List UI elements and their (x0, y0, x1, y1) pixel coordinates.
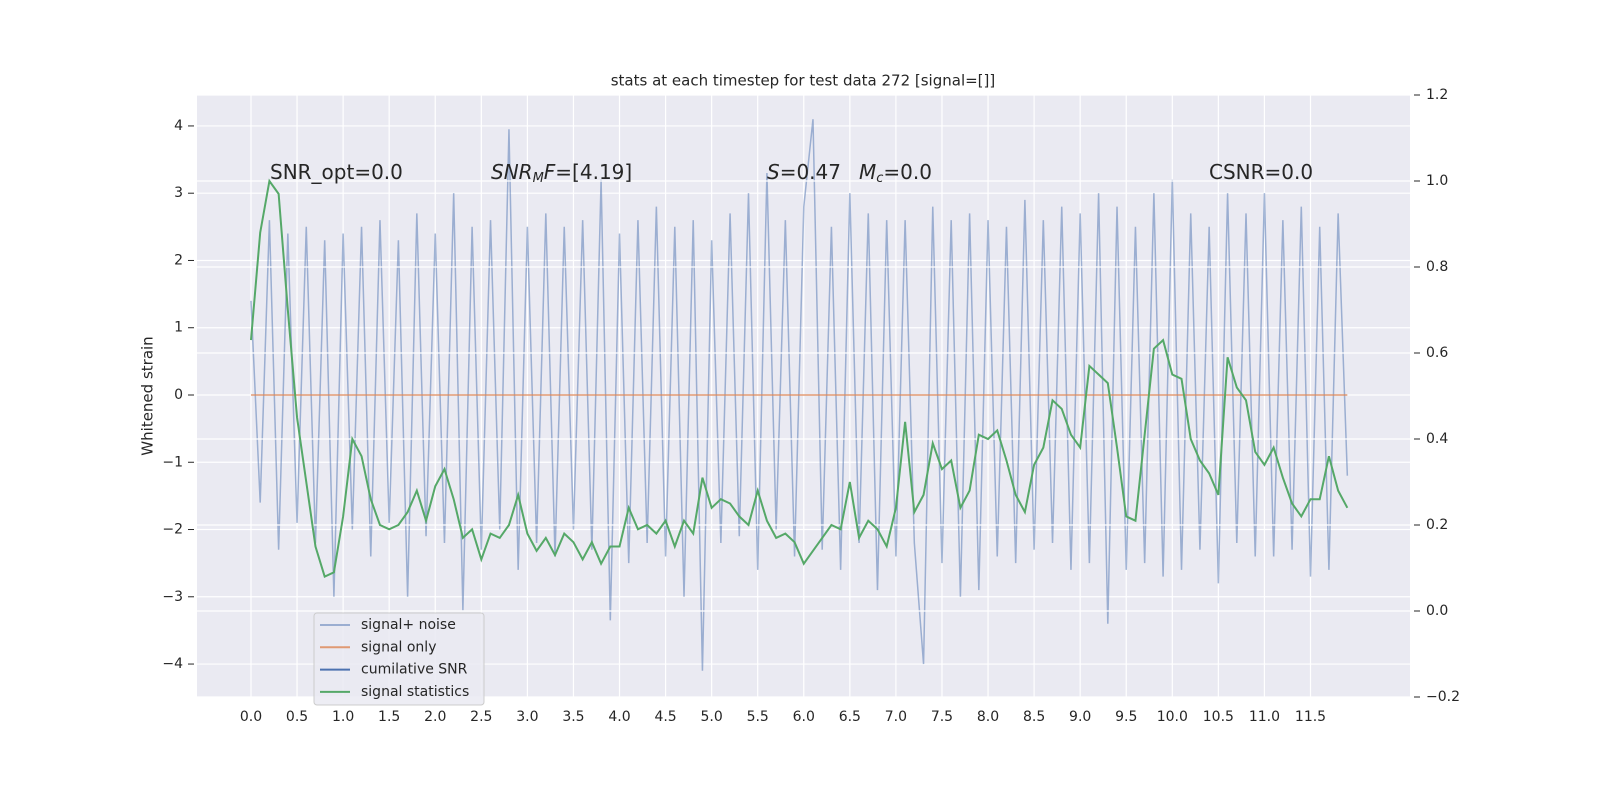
y2-tick-label: 1.2 (1426, 87, 1448, 103)
series-line (250, 119, 1349, 671)
y-tick-label: −2 (162, 522, 183, 538)
annotation-part: CSNR=0.0 (1209, 160, 1313, 184)
y2-tick-label: 0.4 (1426, 431, 1448, 447)
x-tick-label: 7.0 (885, 709, 907, 725)
chart-title: stats at each timestep for test data 272… (611, 72, 996, 90)
x-tick-label: 8.5 (1023, 709, 1045, 725)
x-tick-label: 6.0 (793, 709, 815, 725)
x-tick-label: 8.0 (977, 709, 999, 725)
x-tick-label: 4.0 (608, 709, 630, 725)
x-tick-label: 0.0 (240, 709, 262, 725)
x-tick-label: 4.5 (654, 709, 676, 725)
legend-label: signal+ noise (361, 617, 456, 633)
legend-label: cumilative SNR (361, 662, 468, 678)
y-tick-label: 2 (174, 252, 183, 268)
annotation-part: F (544, 160, 556, 184)
y-tick-label: 3 (174, 185, 183, 201)
legend-box (313, 612, 485, 706)
y2-tick-label: 1.0 (1426, 173, 1448, 189)
y-tick-label: −1 (162, 454, 183, 470)
annotation-part: M (533, 171, 544, 186)
y-axis-label: Whitened strain (139, 336, 157, 455)
x-tick-label: 7.5 (931, 709, 953, 725)
annotation: SNRMF=[4.19] (491, 160, 632, 186)
marks (197, 94, 1410, 698)
annotation-part: SNR_opt=0.0 (270, 160, 403, 184)
y-tick-label: 1 (174, 320, 183, 336)
legend-label: signal only (361, 639, 436, 655)
y2-tick-label: 0.8 (1426, 259, 1448, 275)
x-tick-label: 5.0 (701, 709, 723, 725)
annotation-part: =[4.19] (555, 160, 632, 184)
x-tick-label: 1.5 (378, 709, 400, 725)
x-tick-label: 10.5 (1203, 709, 1234, 725)
x-tick-label: 0.5 (286, 709, 308, 725)
annotation: Mc=0.0 (859, 160, 932, 186)
y-tick-label: −4 (162, 656, 183, 672)
annotation-part: S (767, 160, 780, 184)
y-tick-label: −3 (162, 589, 183, 605)
x-tick-label: 3.5 (562, 709, 584, 725)
x-tick-label: 2.5 (470, 709, 492, 725)
y-tick-label: 4 (174, 118, 183, 134)
x-tick-label: 1.0 (332, 709, 354, 725)
annotation-part: =0.47 (780, 160, 841, 184)
x-tick-label: 3.0 (516, 709, 538, 725)
annotation: SNR_opt=0.0 (270, 160, 403, 184)
y-tick-label: 0 (174, 387, 183, 403)
annotation: CSNR=0.0 (1209, 160, 1313, 184)
x-tick-label: 6.5 (839, 709, 861, 725)
series-line (249, 178, 1349, 578)
legend-label: signal statistics (361, 684, 469, 700)
y2-tick-label: −0.2 (1426, 689, 1460, 705)
annotation: S=0.47 (767, 160, 841, 184)
x-tick-label: 11.0 (1249, 709, 1280, 725)
x-tick-label: 5.5 (747, 709, 769, 725)
x-tick-label: 9.5 (1115, 709, 1137, 725)
x-tick-label: 11.5 (1295, 709, 1326, 725)
y2-tick-label: 0.6 (1426, 345, 1448, 361)
x-tick-label: 10.0 (1157, 709, 1188, 725)
y2-tick-label: 0.0 (1426, 603, 1448, 619)
x-tick-label: 9.0 (1069, 709, 1091, 725)
annotation-part: =0.0 (883, 160, 932, 184)
annotation-part: SNR (491, 160, 533, 184)
annotation-part: M (859, 160, 876, 184)
grid (197, 95, 1410, 697)
ticks: 0.0 0.5 1.0 1.5 2.0 2.5 3.0 3.5 4.0 4.5 5.0 5.5 6.0 6… (162, 87, 1460, 725)
y2-tick-label: 0.2 (1426, 517, 1448, 533)
x-tick-label: 2.0 (424, 709, 446, 725)
annotation-part: c (876, 171, 883, 186)
